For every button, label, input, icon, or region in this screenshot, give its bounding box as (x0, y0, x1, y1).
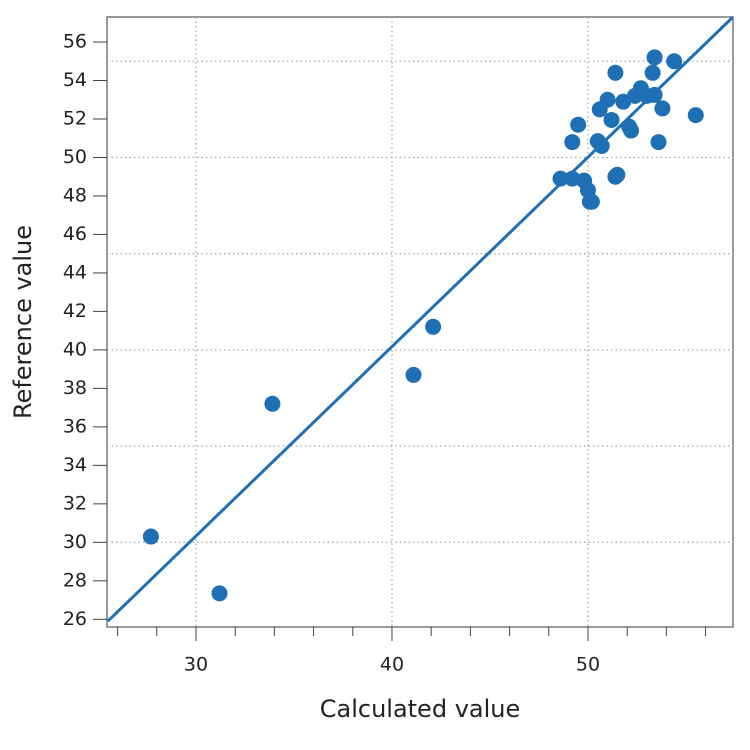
y-tick-label: 34 (63, 454, 87, 476)
point (603, 111, 620, 128)
point (211, 585, 228, 602)
point (570, 116, 587, 133)
y-tick-label: 56 (63, 31, 87, 53)
x-tick-label: 30 (184, 654, 208, 676)
y-tick-label: 54 (63, 69, 87, 91)
y-tick-label: 28 (63, 569, 87, 591)
point (405, 366, 422, 383)
y-tick-label: 50 (63, 146, 87, 168)
x-tick-label: 50 (576, 654, 600, 676)
point (646, 86, 663, 103)
y-tick-label: 30 (63, 531, 87, 553)
point (583, 193, 600, 210)
fit-line (106, 15, 735, 623)
y-tick-label: 44 (63, 261, 87, 283)
point (599, 91, 616, 108)
point (264, 395, 281, 412)
point (607, 64, 624, 81)
y-tick-label: 42 (63, 300, 87, 322)
point (593, 137, 610, 154)
point (552, 170, 569, 187)
point (666, 53, 683, 70)
point (564, 170, 581, 187)
point (564, 134, 581, 151)
point (142, 528, 159, 545)
point (425, 318, 442, 335)
point (644, 64, 661, 81)
y-axis-label: Reference value (9, 225, 37, 419)
y-tick-label: 32 (63, 492, 87, 514)
y-tick-label: 52 (63, 107, 87, 129)
y-tick-label: 38 (63, 377, 87, 399)
point (650, 134, 667, 151)
point (687, 107, 704, 124)
point (623, 122, 640, 139)
plot-frame (106, 16, 734, 628)
y-tick-label: 40 (63, 338, 87, 360)
point (609, 166, 626, 183)
x-tick-label: 40 (380, 654, 404, 676)
x-axis-label: Calculated value (320, 695, 521, 723)
point (646, 49, 663, 66)
y-tick-label: 26 (63, 608, 87, 630)
y-tick-label: 36 (63, 415, 87, 437)
y-tick-label: 46 (63, 223, 87, 245)
y-tick-label: 48 (63, 184, 87, 206)
point (654, 100, 671, 117)
